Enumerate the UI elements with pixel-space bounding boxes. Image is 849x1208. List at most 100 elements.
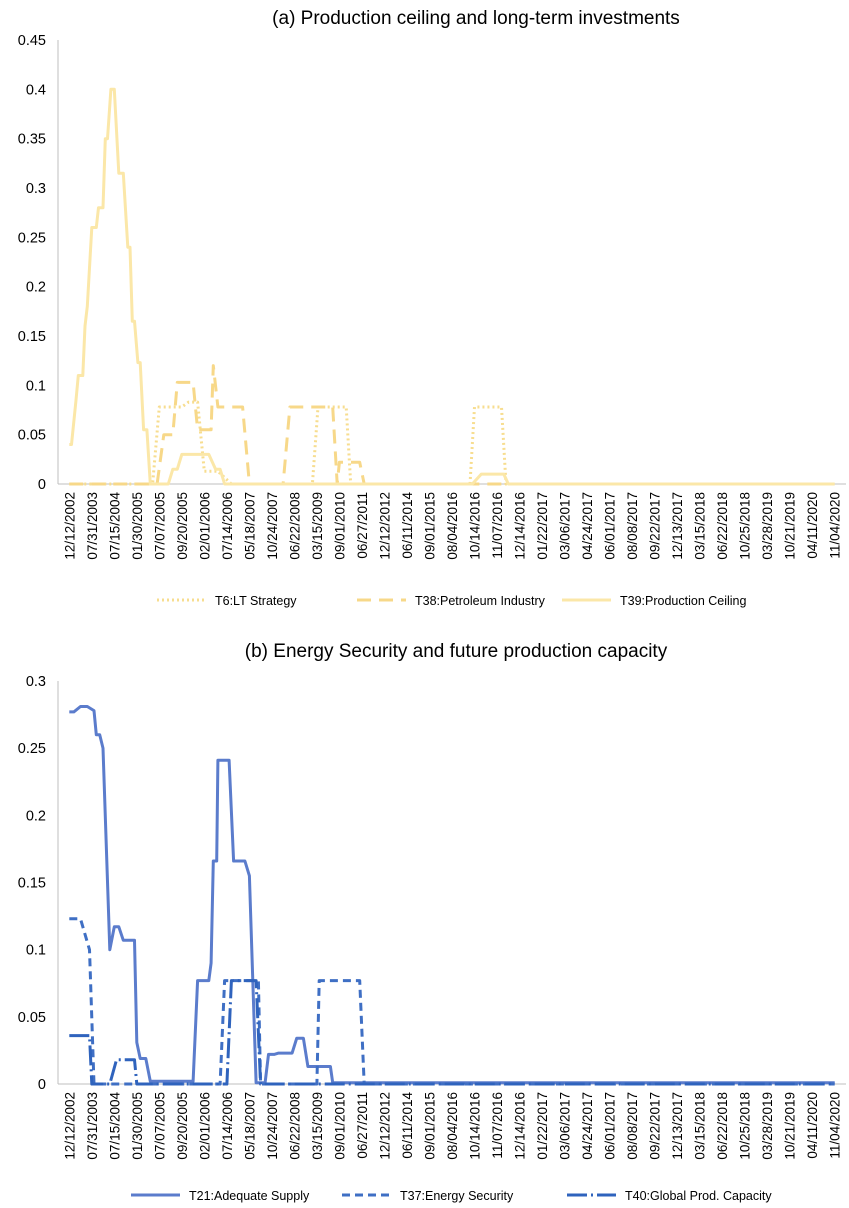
x-tick-label: 06/01/2017 <box>603 1092 618 1160</box>
x-tick-label: 08/04/2016 <box>445 492 460 560</box>
y-tick-label: 0.15 <box>18 329 46 345</box>
x-tick-label: 06/01/2017 <box>603 492 618 560</box>
x-tick-label: 12/13/2017 <box>670 492 685 560</box>
chart-b-x-ticks: 12/12/2002 07/31/2003 07/15/2004 01/30/2005… <box>62 1092 842 1160</box>
x-tick-label: 09/20/2005 <box>175 492 190 560</box>
chart-a-series <box>69 87 835 486</box>
x-tick-label: 12/12/2012 <box>377 492 392 560</box>
x-tick-label: 07/15/2004 <box>107 1092 122 1160</box>
x-tick-label: 11/07/2016 <box>490 1092 505 1159</box>
x-tick-label: 04/11/2020 <box>805 492 820 559</box>
x-tick-label: 03/28/2019 <box>760 1092 775 1160</box>
chart-a: (a) Production ceiling and long-term inv… <box>18 8 846 608</box>
series-line-a-1 <box>69 364 835 486</box>
x-tick-label: 06/11/2014 <box>400 1092 415 1159</box>
chart-b: (b) Energy Security and future productio… <box>18 641 846 1203</box>
y-tick-label: 0.15 <box>18 876 46 892</box>
legend-label-t40: T40:Global Prod. Capacity <box>625 1189 772 1203</box>
x-tick-label: 03/28/2019 <box>760 492 775 560</box>
x-tick-label: 06/22/2018 <box>715 1092 730 1160</box>
chart-b-legend: T21:Adequate Supply T37:Energy Security … <box>131 1189 772 1203</box>
series-line-a-2 <box>69 87 835 486</box>
x-tick-label: 07/14/2006 <box>220 1092 235 1160</box>
x-tick-label: 12/14/2016 <box>513 1092 528 1160</box>
x-tick-label: 09/22/2017 <box>648 492 663 560</box>
legend-label-t6: T6:LT Strategy <box>215 594 297 608</box>
legend-item-t37: T37:Energy Security <box>342 1189 514 1203</box>
x-tick-label: 07/14/2006 <box>220 492 235 560</box>
series-line-b-2 <box>69 979 835 1086</box>
x-tick-label: 06/27/2011 <box>355 1092 370 1159</box>
chart-b-series <box>69 705 835 1086</box>
x-tick-label: 10/25/2018 <box>738 1092 753 1160</box>
y-tick-label: 0.1 <box>26 378 46 394</box>
x-tick-label: 02/01/2006 <box>197 1092 212 1160</box>
legend-label-t21: T21:Adequate Supply <box>189 1189 310 1203</box>
x-tick-label: 10/24/2007 <box>265 492 280 560</box>
legend-label-t39: T39:Production Ceiling <box>620 594 747 608</box>
x-tick-label: 09/01/2015 <box>422 1092 437 1160</box>
x-tick-label: 01/30/2005 <box>130 492 145 560</box>
x-tick-label: 09/01/2010 <box>332 1092 347 1160</box>
x-tick-label: 09/22/2017 <box>648 1092 663 1160</box>
x-tick-label: 10/25/2018 <box>738 492 753 560</box>
legend-label-t37: T37:Energy Security <box>400 1189 514 1203</box>
x-tick-label: 10/24/2007 <box>265 1092 280 1160</box>
chart-a-y-ticks: 0 0.05 0.1 0.15 0.2 0.25 0.3 0.35 0.4 0.45 <box>18 33 46 493</box>
y-tick-label: 0 <box>38 1077 46 1093</box>
x-tick-label: 11/04/2020 <box>828 492 843 559</box>
x-tick-label: 03/15/2018 <box>693 492 708 560</box>
series-line-a-0 <box>69 400 835 486</box>
legend-item-t38: T38:Petroleum Industry <box>357 594 546 608</box>
legend-item-t6: T6:LT Strategy <box>157 594 297 608</box>
x-tick-label: 06/11/2014 <box>400 492 415 559</box>
chart-b-title: (b) Energy Security and future productio… <box>245 641 668 662</box>
x-tick-label: 06/22/2018 <box>715 492 730 560</box>
y-tick-label: 0.1 <box>26 943 46 959</box>
x-tick-label: 12/13/2017 <box>670 1092 685 1160</box>
x-tick-label: 10/21/2019 <box>783 1092 798 1160</box>
x-tick-label: 01/22/2017 <box>535 492 550 560</box>
chart-b-y-ticks: 0 0.05 0.1 0.15 0.2 0.25 0.3 <box>18 674 46 1093</box>
y-tick-label: 0.3 <box>26 181 46 197</box>
y-tick-label: 0 <box>38 477 46 493</box>
y-tick-label: 0.25 <box>18 741 46 757</box>
x-tick-label: 12/12/2002 <box>62 1092 77 1160</box>
y-tick-label: 0.35 <box>18 132 46 148</box>
series-line-b-1 <box>69 917 835 1086</box>
x-tick-label: 11/07/2016 <box>490 492 505 559</box>
y-tick-label: 0.25 <box>18 230 46 246</box>
x-tick-label: 06/22/2008 <box>287 492 302 560</box>
x-tick-label: 09/01/2015 <box>422 492 437 560</box>
x-tick-label: 10/14/2016 <box>468 1092 483 1160</box>
x-tick-label: 03/06/2017 <box>558 1092 573 1160</box>
chart-a-title: (a) Production ceiling and long-term inv… <box>272 8 680 29</box>
x-tick-label: 05/18/2007 <box>242 1092 257 1160</box>
series-line-b-0 <box>69 705 835 1085</box>
legend-item-t40: T40:Global Prod. Capacity <box>567 1189 772 1203</box>
y-tick-label: 0.05 <box>18 428 46 444</box>
chart-a-legend: T6:LT Strategy T38:Petroleum Industry T3… <box>157 594 747 608</box>
x-tick-label: 09/20/2005 <box>175 1092 190 1160</box>
x-tick-label: 03/06/2017 <box>558 492 573 560</box>
y-tick-label: 0.3 <box>26 674 46 690</box>
x-tick-label: 12/12/2012 <box>377 1092 392 1160</box>
x-tick-label: 10/21/2019 <box>783 492 798 560</box>
x-tick-label: 03/15/2009 <box>310 1092 325 1160</box>
x-tick-label: 04/11/2020 <box>805 1092 820 1159</box>
legend-item-t39: T39:Production Ceiling <box>562 594 747 608</box>
y-tick-label: 0.2 <box>26 808 46 824</box>
x-tick-label: 08/08/2017 <box>625 1092 640 1160</box>
x-tick-label: 06/27/2011 <box>355 492 370 559</box>
y-tick-label: 0.05 <box>18 1010 46 1026</box>
x-tick-label: 07/07/2005 <box>152 492 167 560</box>
x-tick-label: 06/22/2008 <box>287 1092 302 1160</box>
y-tick-label: 0.2 <box>26 280 46 296</box>
x-tick-label: 07/15/2004 <box>107 492 122 560</box>
x-tick-label: 04/24/2017 <box>580 1092 595 1160</box>
x-tick-label: 07/31/2003 <box>85 492 100 560</box>
x-tick-label: 11/04/2020 <box>828 1092 843 1159</box>
x-tick-label: 01/22/2017 <box>535 1092 550 1160</box>
x-tick-label: 07/31/2003 <box>85 1092 100 1160</box>
legend-label-t38: T38:Petroleum Industry <box>415 594 546 608</box>
